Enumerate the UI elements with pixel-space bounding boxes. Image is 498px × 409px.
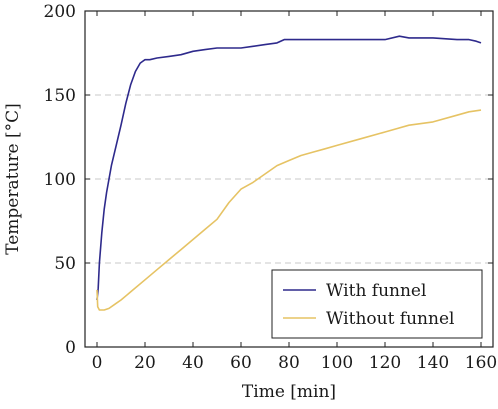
legend: With funnel Without funnel	[271, 269, 483, 339]
x-tick-label: 140	[417, 353, 449, 373]
x-tick-label: 60	[230, 353, 252, 373]
x-tick-label: 0	[92, 353, 103, 373]
x-tick-label: 160	[465, 353, 497, 373]
x-tick-label: 120	[369, 353, 401, 373]
y-tick-label: 200	[44, 2, 76, 22]
y-axis-title: Temperature [°C]	[3, 103, 23, 255]
series-line-without-funnel	[96, 109, 482, 311]
x-tick-label: 40	[182, 353, 204, 373]
legend-label-without-funnel: Without funnel	[326, 309, 454, 329]
series-lines	[96, 35, 482, 311]
y-tick-label: 150	[44, 86, 76, 106]
y-tick-label: 100	[44, 170, 76, 190]
grid-lines	[85, 94, 493, 264]
x-tick-label: 100	[321, 353, 353, 373]
x-axis-title: Time [min]	[242, 382, 336, 402]
legend-label-with-funnel: With funnel	[326, 281, 426, 301]
legend-box	[271, 269, 483, 339]
y-tick-label: 0	[65, 338, 76, 358]
tick-labels: 0 50 100 150 200 0 20 40 60 80 100 120 140 160	[44, 2, 498, 373]
x-tick-label: 80	[278, 353, 300, 373]
axis-ticks	[85, 10, 493, 348]
x-tick-label: 20	[134, 353, 156, 373]
y-tick-label: 50	[54, 254, 76, 274]
series-line-with-funnel	[96, 35, 482, 301]
